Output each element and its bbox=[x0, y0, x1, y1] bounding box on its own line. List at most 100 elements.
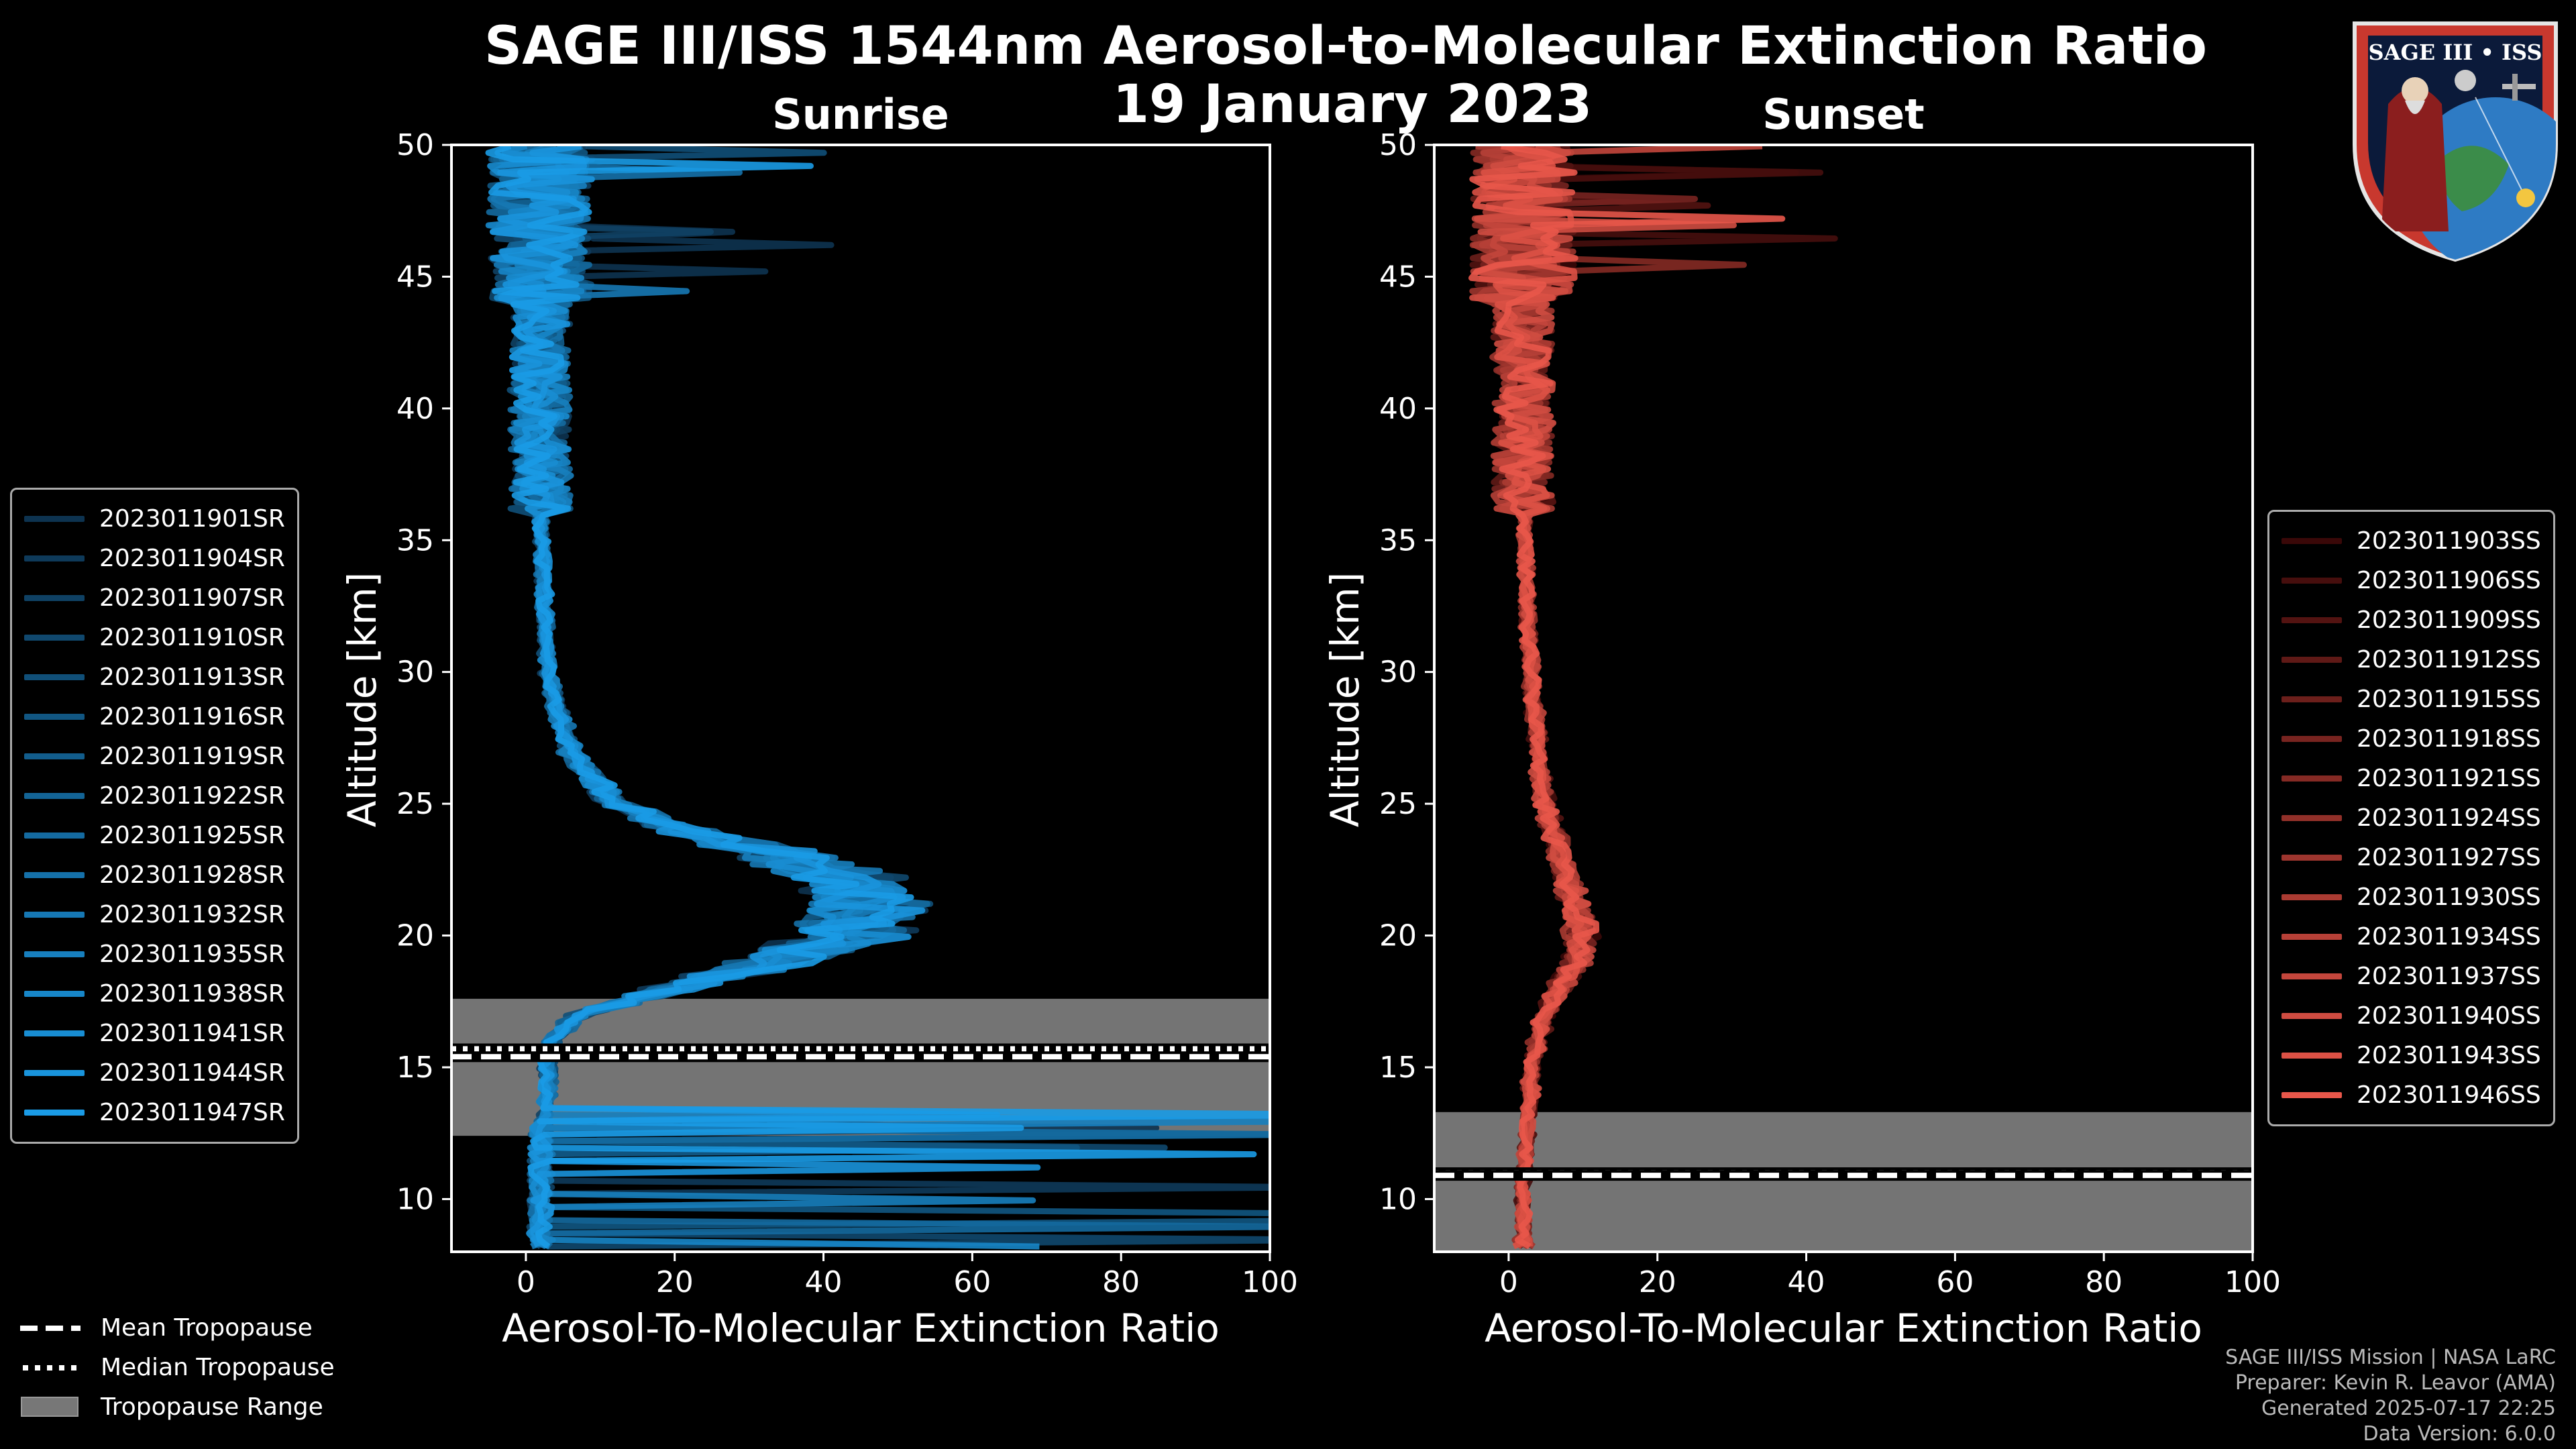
legend-label: 2023011915SS bbox=[2357, 686, 2541, 713]
sunrise-legend: 2023011901SR 2023011904SR 2023011907SR 2023… bbox=[10, 488, 299, 1144]
legend-label: 2023011943SS bbox=[2357, 1042, 2541, 1069]
legend-swatch bbox=[2282, 696, 2342, 702]
legend-item: 2023011915SS bbox=[2282, 680, 2541, 719]
legend-label: 2023011928SR bbox=[99, 861, 285, 889]
x-tick-label: 20 bbox=[1639, 1265, 1676, 1299]
legend-label: 2023011918SS bbox=[2357, 725, 2541, 753]
sunset-title: Sunset bbox=[1762, 90, 1925, 139]
legend-label: 2023011909SS bbox=[2357, 606, 2541, 634]
y-tick-label: 15 bbox=[1379, 1051, 1417, 1085]
legend-swatch bbox=[24, 991, 85, 997]
legend-item: 2023011941SR bbox=[24, 1014, 285, 1053]
legend-range-label: Tropopause Range bbox=[101, 1393, 323, 1421]
legend-swatch bbox=[24, 714, 85, 720]
plot-frame bbox=[1433, 144, 2254, 1253]
legend-swatch bbox=[24, 1110, 85, 1116]
x-tick-label: 40 bbox=[805, 1265, 843, 1299]
legend-label: 2023011922SR bbox=[99, 782, 285, 810]
legend-label: 2023011935SR bbox=[99, 941, 285, 968]
legend-swatch bbox=[2282, 815, 2342, 821]
footer-preparer: Preparer: Kevin R. Leavor (AMA) bbox=[2235, 1371, 2556, 1395]
legend-item: 2023011921SS bbox=[2282, 759, 2541, 798]
legend-item: 2023011912SS bbox=[2282, 640, 2541, 680]
legend-item: 2023011913SR bbox=[24, 657, 285, 697]
y-tick-label: 20 bbox=[1379, 919, 1417, 953]
sunrise-xlabel: Aerosol-To-Molecular Extinction Ratio bbox=[502, 1305, 1220, 1351]
footer-mission: SAGE III/ISS Mission | NASA LaRC bbox=[2225, 1346, 2556, 1369]
y-tick-label: 25 bbox=[396, 787, 434, 821]
logo-text: SAGE III • ISS bbox=[2369, 40, 2542, 65]
sunset-xlabel: Aerosol-To-Molecular Extinction Ratio bbox=[1485, 1305, 2202, 1351]
sage-mission-logo: SAGE III • ISS bbox=[2353, 21, 2558, 262]
legend-item: 2023011919SR bbox=[24, 737, 285, 776]
legend-item: 2023011916SR bbox=[24, 697, 285, 737]
y-tick-label: 40 bbox=[396, 392, 434, 426]
legend-label: 2023011938SR bbox=[99, 980, 285, 1008]
x-tick-label: 20 bbox=[656, 1265, 694, 1299]
y-tick-label: 20 bbox=[396, 919, 434, 953]
figure-subtitle: 19 January 2023 bbox=[1113, 74, 1593, 135]
y-tick-label: 30 bbox=[396, 655, 434, 690]
legend-item: 2023011904SR bbox=[24, 539, 285, 578]
legend-item: 2023011910SR bbox=[24, 618, 285, 657]
legend-item: 2023011943SS bbox=[2282, 1036, 2541, 1075]
legend-label: 2023011930SS bbox=[2357, 883, 2541, 911]
legend-swatch bbox=[24, 516, 85, 522]
legend-item: 2023011901SR bbox=[24, 499, 285, 539]
y-tick-label: 40 bbox=[1379, 392, 1417, 426]
legend-item: 2023011935SR bbox=[24, 934, 285, 974]
legend-swatch bbox=[2282, 617, 2342, 623]
legend-median-label: Median Tropopause bbox=[101, 1354, 335, 1381]
legend-swatch bbox=[24, 753, 85, 759]
x-tick-label: 0 bbox=[1499, 1265, 1518, 1299]
x-tick-label: 60 bbox=[1936, 1265, 1974, 1299]
legend-swatch bbox=[2282, 855, 2342, 861]
legend-label: 2023011907SR bbox=[99, 584, 285, 612]
dashed-line-icon bbox=[20, 1325, 80, 1331]
y-tick-label: 10 bbox=[1379, 1182, 1417, 1216]
gray-box-icon bbox=[21, 1396, 78, 1417]
legend-median-tropopause: Median Tropopause bbox=[20, 1348, 335, 1387]
legend-label: 2023011927SS bbox=[2357, 844, 2541, 871]
legend-swatch bbox=[24, 1070, 85, 1076]
x-tick-label: 100 bbox=[2224, 1265, 2281, 1299]
sunrise-title: Sunrise bbox=[772, 90, 949, 139]
legend-swatch bbox=[2282, 1053, 2342, 1059]
legend-swatch bbox=[24, 674, 85, 680]
legend-label: 2023011921SS bbox=[2357, 765, 2541, 792]
legend-item: 2023011903SS bbox=[2282, 521, 2541, 561]
legend-item: 2023011930SS bbox=[2282, 877, 2541, 917]
x-tick-label: 80 bbox=[2085, 1265, 2123, 1299]
legend-swatch bbox=[2282, 775, 2342, 782]
legend-tropopause-range: Tropopause Range bbox=[20, 1387, 335, 1427]
legend-label: 2023011941SR bbox=[99, 1020, 285, 1047]
legend-swatch bbox=[24, 1030, 85, 1036]
legend-label: 2023011940SS bbox=[2357, 1002, 2541, 1030]
profile-line-2023011946SS bbox=[1468, 145, 1786, 1250]
legend-item: 2023011947SR bbox=[24, 1093, 285, 1132]
figure-title: SAGE III/ISS 1544nm Aerosol-to-Molecular… bbox=[484, 16, 2207, 76]
sunrise-ylabel: Altitude [km] bbox=[339, 572, 385, 827]
legend-swatch bbox=[2282, 736, 2342, 742]
y-tick-label: 10 bbox=[396, 1182, 434, 1216]
y-tick-label: 35 bbox=[396, 523, 434, 557]
legend-item: 2023011924SS bbox=[2282, 798, 2541, 838]
tropopause-range-band bbox=[1434, 1112, 2253, 1252]
legend-label: 2023011906SS bbox=[2357, 567, 2541, 594]
plot-frame bbox=[450, 144, 1271, 1253]
y-tick-label: 45 bbox=[1379, 260, 1417, 294]
legend-item: 2023011932SR bbox=[24, 895, 285, 934]
legend-label: 2023011904SR bbox=[99, 545, 285, 572]
legend-item: 2023011906SS bbox=[2282, 561, 2541, 600]
legend-swatch bbox=[2282, 894, 2342, 900]
legend-swatch bbox=[24, 635, 85, 641]
legend-item: 2023011925SR bbox=[24, 816, 285, 855]
legend-label: 2023011919SR bbox=[99, 743, 285, 770]
legend-swatch bbox=[24, 872, 85, 878]
legend-label: 2023011946SS bbox=[2357, 1081, 2541, 1109]
x-tick-label: 0 bbox=[517, 1265, 535, 1299]
legend-item: 2023011927SS bbox=[2282, 838, 2541, 877]
legend-swatch bbox=[24, 912, 85, 918]
legend-item: 2023011946SS bbox=[2282, 1075, 2541, 1115]
